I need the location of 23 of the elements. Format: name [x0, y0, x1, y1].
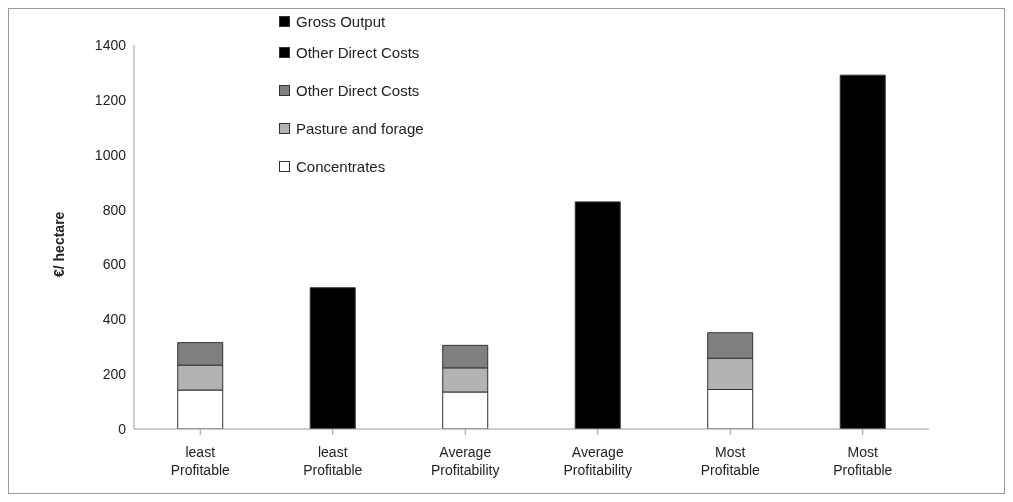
y-tick-label: 1200: [94, 91, 127, 108]
bar: [309, 287, 356, 429]
x-tick-label: least Profitable: [303, 444, 363, 478]
x-tick-label: Average Profitability: [431, 444, 500, 478]
y-tick-label: 0: [118, 420, 127, 437]
legend-label: Gross Output: [296, 12, 386, 30]
x-tick-label: Average Profitability: [563, 444, 632, 478]
legend-label: Other Direct Costs: [296, 81, 420, 99]
bar: [574, 201, 621, 429]
x-tick-label: Most Profitable: [700, 444, 761, 478]
y-tick-label: 600: [102, 256, 127, 273]
legend-label: Concentrates: [296, 157, 386, 175]
y-tick-label: 1000: [94, 146, 127, 163]
legend-label: Other Direct Costs: [296, 43, 420, 61]
y-tick-label: 1400: [94, 36, 127, 53]
x-tick-label: least Profitable: [170, 444, 231, 478]
y-axis-title: €/ hectare: [50, 211, 67, 277]
legend-label: Pasture and forage: [296, 119, 424, 137]
y-tick-label: 200: [102, 366, 127, 383]
y-tick-label: 800: [102, 201, 127, 218]
y-tick-label: 400: [102, 311, 127, 328]
bar: [839, 74, 886, 429]
x-tick-label: Most Profitable: [833, 444, 893, 478]
